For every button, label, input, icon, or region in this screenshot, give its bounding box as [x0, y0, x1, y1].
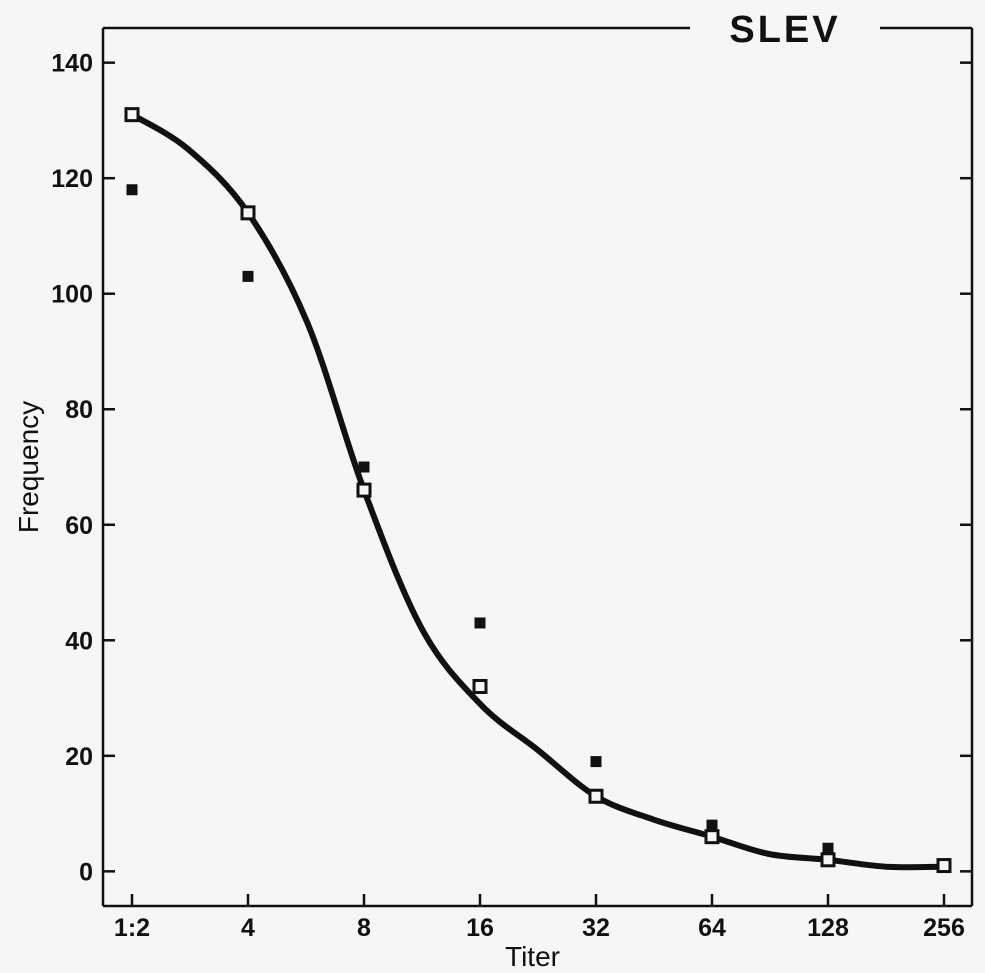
y-tick-label: 80 — [65, 396, 93, 424]
x-tick-label: 1:2 — [114, 914, 150, 942]
y-tick-label: 60 — [65, 512, 93, 540]
chart-title: SLEV — [729, 9, 840, 51]
y-axis-title: Frequency — [13, 401, 44, 533]
filled-square-point — [358, 461, 370, 473]
open-square-point — [704, 829, 720, 845]
open-square-point — [936, 858, 952, 874]
x-axis-ticks: 1:2 4 8 16 32 64 128 256 — [114, 894, 965, 942]
x-tick-label: 128 — [807, 914, 849, 942]
x-tick-label: 256 — [923, 914, 965, 942]
y-tick-label: 120 — [51, 165, 93, 193]
data-points — [124, 107, 952, 874]
fit-curve — [129, 111, 947, 871]
x-axis-title: Titer — [505, 941, 560, 972]
filled-square-point — [126, 184, 138, 196]
plot-frame — [101, 26, 974, 908]
x-tick-label: 32 — [582, 914, 610, 942]
y-tick-label: 0 — [79, 858, 93, 886]
filled-square-point — [242, 270, 254, 282]
filled-square-point — [822, 842, 834, 854]
filled-square-point — [706, 819, 718, 831]
open-square-point — [588, 788, 604, 804]
fit-curve-layer — [129, 111, 947, 871]
y-tick-label: 20 — [65, 743, 93, 771]
x-tick-label: 16 — [466, 914, 494, 942]
filled-square-point — [590, 756, 602, 768]
x-tick-label: 4 — [241, 914, 255, 942]
open-square-point — [356, 482, 372, 498]
y-tick-label: 100 — [51, 281, 93, 309]
open-square-point — [240, 205, 256, 221]
open-square-point — [820, 852, 836, 868]
x-tick-label: 64 — [698, 914, 726, 942]
y-axis-ticks: 0 20 40 60 80 100 120 140 — [51, 50, 972, 886]
y-tick-label: 140 — [51, 50, 93, 78]
open-square-point — [472, 679, 488, 694]
x-tick-label: 8 — [357, 914, 371, 942]
y-tick-label: 40 — [65, 627, 93, 655]
open-square-point — [124, 107, 140, 123]
filled-square-point — [474, 617, 486, 629]
